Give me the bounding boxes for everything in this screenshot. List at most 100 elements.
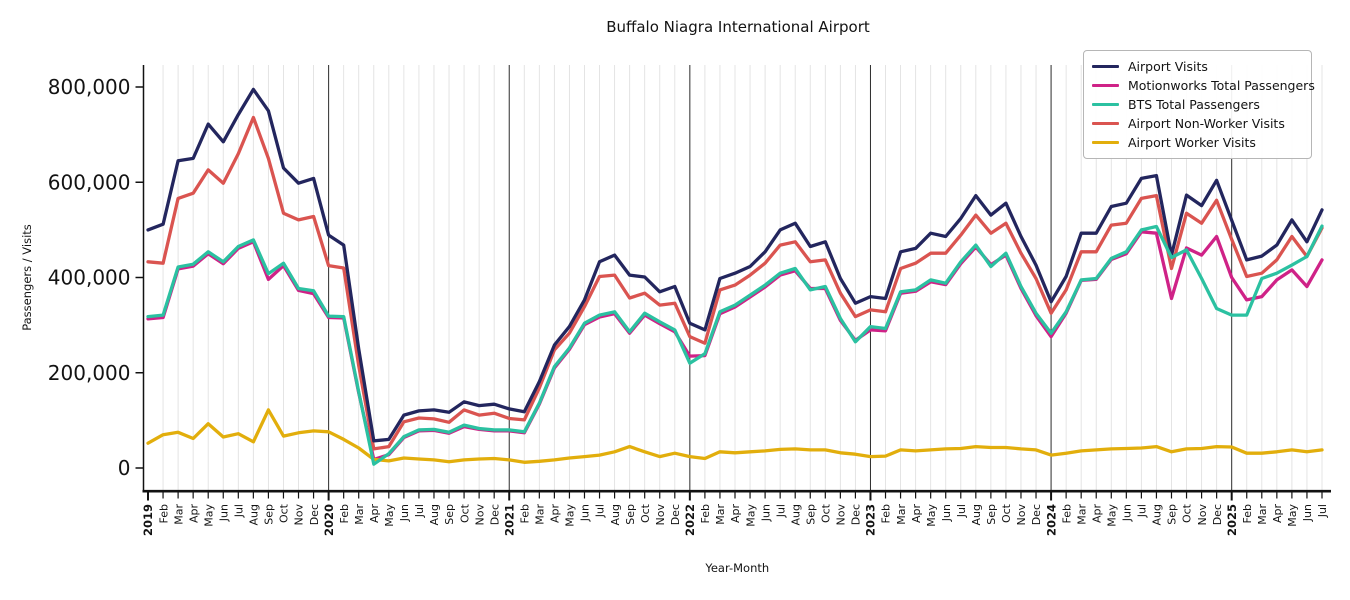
legend-swatch-airport-visits — [1092, 64, 1119, 69]
x-tick-label: 2019 — [141, 504, 155, 536]
x-tick-label: Jul — [413, 504, 426, 518]
x-tick-label: Jun — [1121, 504, 1134, 522]
x-tick-label: May — [1286, 504, 1299, 527]
x-tick-label: 2024 — [1044, 504, 1058, 536]
legend-label: Airport Worker Visits — [1128, 135, 1256, 150]
x-tick-label: Feb — [699, 504, 712, 523]
series-line-bts-total-passengers — [146, 224, 1324, 466]
x-tick-label: Jul — [1316, 504, 1329, 518]
x-tick-label: Nov — [293, 504, 306, 526]
x-tick-label: Sep — [443, 504, 456, 525]
x-tick-label: Sep — [263, 504, 276, 525]
x-tick-label: Aug — [248, 504, 261, 525]
x-tick-label: Feb — [880, 504, 893, 523]
series-line-airport-non-worker-visits — [146, 115, 1324, 451]
legend-label: Airport Visits — [1128, 59, 1208, 74]
x-tick-label: May — [1105, 504, 1118, 527]
x-tick-label: Nov — [835, 504, 848, 526]
x-tick-label: Sep — [985, 504, 998, 525]
x-tick-label: Sep — [624, 504, 637, 525]
x-tick-label: Jul — [1136, 504, 1149, 518]
x-tick-label: Mar — [895, 504, 908, 525]
x-tick-label: Feb — [1060, 504, 1073, 523]
y-tick-label: 800,000 — [48, 75, 131, 99]
x-tick-label: Jun — [759, 504, 772, 522]
x-tick-label: Feb — [338, 504, 351, 523]
legend-swatch-motionworks-total-passengers — [1092, 83, 1119, 88]
x-tick-label: Mar — [534, 504, 547, 525]
legend-label: Airport Non-Worker Visits — [1128, 116, 1285, 131]
x-tick-label: Jun — [398, 504, 411, 522]
x-tick-label: Oct — [639, 503, 652, 523]
x-tick-label: Apr — [729, 504, 742, 524]
y-tick-label: 200,000 — [48, 361, 131, 385]
x-tick-label: Oct — [1000, 503, 1013, 523]
x-tick-label: Dec — [850, 504, 863, 525]
y-tick-label: 0 — [118, 456, 131, 480]
x-tick-label: Nov — [1015, 504, 1028, 526]
x-tick-label: Nov — [654, 504, 667, 526]
x-tick-label: 2021 — [502, 504, 516, 536]
x-tick-label: Apr — [1271, 504, 1284, 524]
x-tick-label: Oct — [1181, 503, 1194, 523]
x-tick-label: Apr — [1090, 504, 1103, 524]
legend-item-bts-total-passengers: BTS Total Passengers — [1092, 95, 1302, 114]
x-tick-label: Dec — [1211, 504, 1224, 525]
x-tick-label: Mar — [714, 504, 727, 525]
x-tick-label: Feb — [157, 504, 170, 523]
x-tick-label: 2025 — [1225, 504, 1239, 536]
x-tick-label: Oct — [820, 503, 833, 523]
x-tick-label: Aug — [428, 504, 441, 525]
x-tick-label: Mar — [172, 504, 185, 525]
x-tick-label: Jun — [1301, 504, 1314, 522]
legend-item-airport-visits: Airport Visits — [1092, 57, 1302, 76]
x-tick-label: Aug — [789, 504, 802, 525]
y-tick-label: 600,000 — [48, 170, 131, 194]
x-tick-label: Mar — [1075, 504, 1088, 525]
x-tick-label: Aug — [970, 504, 983, 525]
x-tick-label: Apr — [549, 504, 562, 524]
x-tick-label: Aug — [609, 504, 622, 525]
x-tick-label: Apr — [187, 504, 200, 524]
legend: Airport Visits Motionworks Total Passenge… — [1083, 50, 1315, 159]
x-tick-label: 2022 — [683, 504, 697, 536]
x-tick-label: Jul — [233, 504, 246, 518]
x-tick-label: Jul — [774, 504, 787, 518]
x-tick-label: May — [202, 504, 215, 527]
x-tick-label: Feb — [518, 504, 531, 523]
y-axis-label: Passengers / Visits — [20, 224, 34, 331]
x-tick-label: May — [925, 504, 938, 527]
x-tick-label: Sep — [1166, 504, 1179, 525]
legend-swatch-airport-worker-visits — [1092, 140, 1119, 145]
x-tick-label: Apr — [910, 504, 923, 524]
x-tick-label: Feb — [1241, 504, 1254, 523]
x-tick-label: Jul — [955, 504, 968, 518]
x-tick-label: Jun — [579, 504, 592, 522]
x-tick-label: Sep — [804, 504, 817, 525]
x-tick-label: Oct — [278, 503, 291, 523]
x-tick-label: Oct — [458, 503, 471, 523]
legend-item-motionworks-total-passengers: Motionworks Total Passengers — [1092, 76, 1315, 95]
x-tick-label: Dec — [488, 504, 501, 525]
legend-item-airport-non-worker-visits: Airport Non-Worker Visits — [1092, 114, 1302, 133]
legend-label: Motionworks Total Passengers — [1128, 78, 1315, 93]
x-tick-label: May — [564, 504, 577, 527]
x-tick-label: Apr — [368, 504, 381, 524]
x-tick-label: Mar — [353, 504, 366, 525]
legend-swatch-bts-total-passengers — [1092, 102, 1119, 107]
legend-label: BTS Total Passengers — [1128, 97, 1260, 112]
x-tick-label: 2020 — [322, 504, 336, 536]
legend-swatch-airport-non-worker-visits — [1092, 121, 1119, 126]
x-tick-label: Jun — [940, 504, 953, 522]
series-line-airport-worker-visits — [146, 408, 1324, 464]
x-tick-label: Dec — [1030, 504, 1043, 525]
x-tick-label: Dec — [308, 504, 321, 525]
x-tick-label: Nov — [473, 504, 486, 526]
x-tick-label: Jul — [594, 504, 607, 518]
x-tick-label: 2023 — [864, 504, 878, 536]
legend-item-airport-worker-visits: Airport Worker Visits — [1092, 133, 1302, 152]
x-tick-label: Aug — [1151, 504, 1164, 525]
x-tick-label: May — [383, 504, 396, 527]
x-tick-label: Dec — [669, 504, 682, 525]
